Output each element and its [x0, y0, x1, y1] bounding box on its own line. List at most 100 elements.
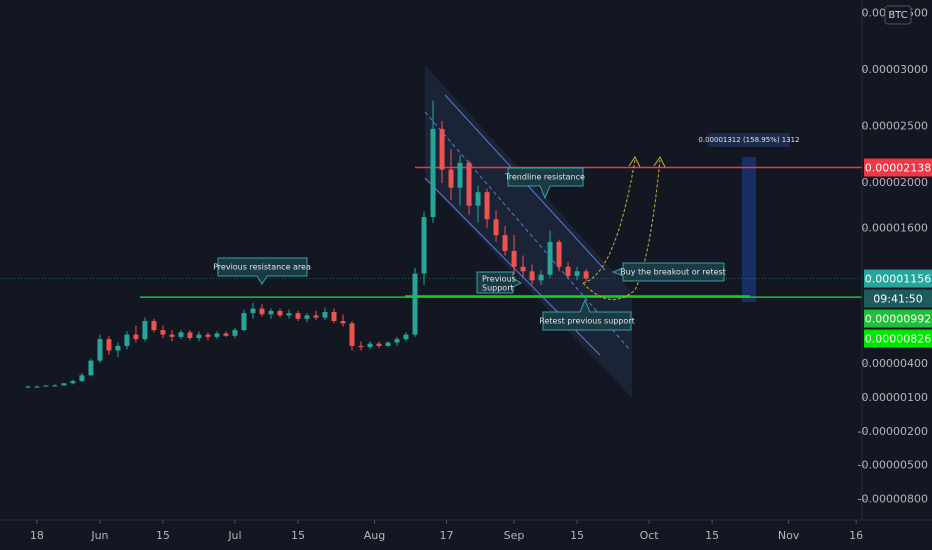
candle-body	[430, 128, 436, 218]
channel	[425, 65, 632, 398]
callout-box	[217, 257, 308, 285]
candle-body	[565, 266, 571, 276]
candle-body	[277, 310, 283, 316]
symbol-button[interactable]	[884, 5, 912, 25]
candle-body	[88, 360, 94, 376]
y-tick-label: 0.00000400	[862, 357, 928, 370]
x-tick-label: Oct	[640, 529, 660, 542]
callout-text: Previous	[482, 275, 516, 284]
candle-body	[250, 308, 256, 314]
candle-body	[286, 313, 292, 316]
lines	[0, 166, 862, 298]
candle-body	[340, 321, 346, 324]
candle-body	[187, 332, 193, 338]
candle-body	[70, 380, 76, 384]
candle-body	[457, 162, 463, 188]
candle-body	[502, 235, 508, 251]
candle-body	[466, 162, 472, 206]
candle-body	[115, 345, 121, 351]
x-tick-label: 15	[156, 529, 170, 542]
y-tick-label: 0.00002000	[862, 176, 928, 189]
candle-body	[574, 271, 580, 276]
callout-text: Buy the breakout or retest	[620, 268, 726, 277]
candle-body	[349, 323, 355, 346]
candle-body	[79, 375, 85, 381]
callout-box	[476, 271, 523, 294]
price-label-box	[864, 309, 932, 328]
price-label: 0.00000826	[865, 333, 931, 346]
y-tick-label: 0.00002500	[862, 120, 928, 133]
candle-body	[295, 313, 301, 319]
candle-body	[268, 310, 274, 315]
candle-body	[106, 339, 112, 351]
candle-body	[556, 241, 562, 267]
candle-body	[259, 308, 265, 315]
price-label: 0.00002138	[865, 162, 931, 175]
symbol[interactable]: BTC	[888, 10, 907, 21]
x-tick-label: Sep	[504, 529, 525, 542]
candle-body	[52, 385, 58, 387]
candle-body	[25, 386, 31, 388]
price-label-box	[864, 329, 932, 348]
candle-body	[232, 330, 238, 336]
candle-body	[421, 217, 427, 274]
candle-body	[178, 332, 184, 337]
measure-label-box	[708, 133, 790, 147]
y-tick-label: 0.00001600	[862, 221, 928, 234]
candle-body	[142, 321, 148, 340]
x-tick-label: Jun	[90, 529, 108, 542]
candle-body	[196, 334, 202, 338]
callout-box	[611, 262, 725, 282]
candle-body	[313, 315, 319, 318]
projection-arrow	[582, 159, 636, 284]
candle-body	[367, 343, 373, 348]
candle-body	[529, 271, 535, 281]
measure-box	[742, 157, 756, 302]
callout-text: Retest previous support	[539, 317, 635, 326]
candle-body	[223, 333, 229, 336]
candle-body	[205, 334, 211, 337]
candle-body	[493, 219, 499, 236]
channel-midline	[424, 111, 631, 351]
y-tick-label: 0.00000100	[862, 391, 928, 404]
callout-text: Previous resistance area	[213, 263, 311, 272]
candle-body	[403, 334, 409, 340]
callout-box	[507, 167, 584, 200]
candle-body	[34, 386, 40, 388]
candle-body	[322, 312, 328, 318]
arrow-head	[628, 156, 666, 168]
x-tick-label: Aug	[364, 529, 385, 542]
candle-body	[358, 345, 364, 348]
countdown: 09:41:50	[873, 293, 922, 306]
x-tick-label: 16	[849, 529, 863, 542]
candles	[25, 100, 589, 388]
callout: Buy the breakout or retest	[611, 262, 726, 282]
price-label: 0.00000992	[865, 313, 931, 326]
price-label-box	[864, 269, 932, 288]
callout-box	[542, 298, 632, 331]
candle-body	[97, 339, 103, 361]
axis-labels: 0.000035000.000030000.000025000.00002000…	[30, 7, 928, 542]
x-tick-label: 17	[440, 529, 454, 542]
candle-body	[547, 241, 553, 275]
callout: Previous Support	[476, 271, 523, 294]
candle-body	[376, 343, 382, 346]
callout-text: Trendline resistance	[504, 173, 585, 182]
candle-body	[331, 312, 337, 322]
candle-body	[439, 128, 445, 170]
candle-body	[394, 339, 400, 343]
callout: Previous resistance area	[213, 257, 311, 285]
y-tick-label: -0.00000200	[858, 425, 928, 438]
x-tick-label: 18	[30, 529, 44, 542]
candle-body	[412, 273, 418, 335]
callout-text: Support	[482, 284, 514, 293]
y-tick-label: -0.00000800	[858, 493, 928, 506]
candle-body	[484, 192, 490, 220]
x-tick-label: 15	[570, 529, 584, 542]
candle-body	[169, 334, 175, 337]
measure-label: 0.00001312 (158.95%) 1312	[698, 136, 799, 144]
x-tick-label: 15	[705, 529, 719, 542]
callout: Trendline resistance	[504, 167, 585, 200]
candle-body	[61, 383, 67, 386]
candle-body	[385, 342, 391, 346]
